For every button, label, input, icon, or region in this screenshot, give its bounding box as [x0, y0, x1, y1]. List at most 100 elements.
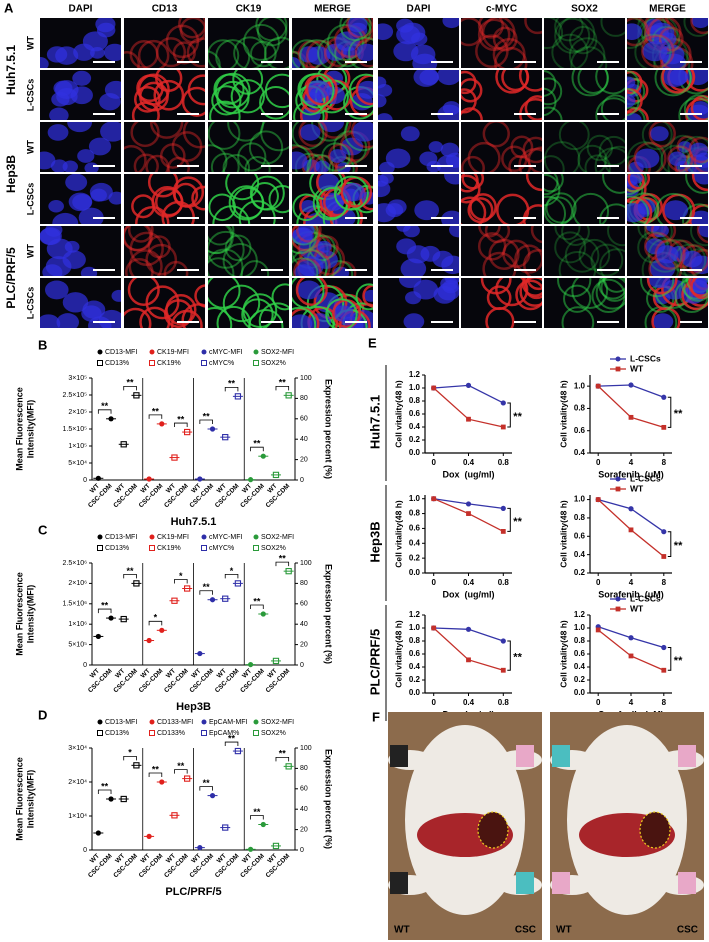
micrograph-content	[293, 70, 373, 120]
significance-bracket	[174, 422, 188, 428]
nucleus	[681, 250, 703, 268]
micrograph	[124, 174, 205, 224]
nucleus	[385, 148, 411, 169]
stain	[544, 141, 581, 172]
y-tick-label: 1.0	[409, 623, 421, 632]
stain	[331, 260, 357, 276]
stain	[655, 192, 693, 224]
significance-bracket	[667, 647, 672, 671]
significance-label: **	[674, 540, 683, 552]
nucleus	[378, 23, 394, 40]
micrograph	[292, 70, 373, 120]
stain	[627, 195, 650, 224]
micrograph	[124, 18, 205, 68]
legend-label: cMYC%	[209, 360, 234, 367]
stain	[308, 234, 336, 262]
nucleus	[662, 70, 688, 87]
x-tick-label: 0.8	[498, 578, 510, 587]
significance-label: **	[203, 778, 211, 788]
stain	[137, 73, 170, 106]
nucleus	[698, 226, 708, 238]
micrograph	[627, 18, 708, 68]
stain	[260, 122, 289, 152]
y-tick-label: 0.6	[409, 649, 421, 658]
y-axis-label: Cell vitality(48 h)	[558, 500, 568, 568]
stain	[215, 72, 251, 109]
y-tick-label: 1×10⁴	[68, 813, 87, 820]
stain	[242, 23, 280, 61]
significance-bracket	[174, 769, 188, 774]
panel-letter: D	[38, 707, 47, 722]
nucleus	[411, 32, 428, 46]
micrograph-background	[544, 122, 625, 172]
stain	[683, 18, 708, 37]
significance-label: **	[228, 733, 236, 743]
micrograph-content	[461, 18, 542, 68]
significance-label: **	[101, 600, 109, 610]
stain	[293, 257, 322, 276]
stain	[607, 226, 625, 247]
y-tick-label: 0.6	[574, 649, 586, 658]
stain	[627, 18, 650, 47]
stain	[350, 122, 373, 149]
y-axis-label: Cell vitality(48 h)	[558, 380, 568, 448]
legend-label: SOX2%	[261, 545, 286, 552]
stain	[127, 226, 154, 243]
significance-bracket	[97, 608, 112, 614]
stain	[646, 278, 678, 295]
significance-label: **	[203, 582, 211, 592]
stain	[145, 154, 170, 172]
stain	[523, 249, 542, 276]
stain	[208, 257, 235, 276]
stain	[233, 36, 267, 68]
legend-marker	[615, 486, 621, 492]
legend-marker	[201, 534, 207, 540]
stain	[461, 155, 485, 172]
micrograph	[544, 226, 625, 276]
stain	[315, 235, 339, 259]
stain	[681, 278, 708, 300]
stain	[240, 260, 270, 276]
y-tick-label: 1.0	[574, 381, 586, 390]
stain	[129, 40, 159, 68]
nucleus	[296, 280, 321, 300]
stain	[208, 122, 241, 150]
significance-label: **	[253, 807, 261, 817]
stain	[683, 278, 708, 302]
micrograph-background	[544, 226, 625, 276]
stain	[347, 18, 373, 44]
legend-marker	[253, 349, 259, 355]
stain	[687, 278, 708, 297]
stain	[264, 73, 289, 109]
legend-label: CD13%	[105, 360, 129, 367]
stain	[292, 122, 325, 150]
nucleus	[403, 313, 425, 328]
micrograph	[461, 18, 542, 68]
stain	[595, 97, 625, 120]
significance-label: **	[513, 516, 522, 528]
stain	[599, 248, 625, 276]
nucleus	[72, 194, 93, 211]
stain	[627, 155, 648, 172]
stain	[208, 193, 236, 222]
significance-bracket	[224, 741, 239, 747]
stain	[292, 193, 320, 222]
nucleus	[627, 94, 636, 108]
nucleus	[400, 126, 420, 142]
legend-marker	[149, 719, 155, 725]
legend-label: CD13-MFI	[105, 349, 137, 356]
x-axis-label: Sorafenib (uM)	[598, 589, 664, 599]
data-point	[431, 496, 437, 502]
stain	[477, 18, 504, 39]
y-tick-label: 0.2	[574, 675, 586, 684]
stain	[569, 25, 598, 55]
micrograph	[40, 278, 121, 328]
micrograph	[208, 226, 289, 276]
stain	[481, 18, 516, 50]
stain	[564, 238, 600, 273]
y-tick-label: 1.0	[574, 623, 586, 632]
data-point	[500, 505, 506, 511]
nucleus	[449, 226, 459, 238]
clip	[390, 872, 408, 894]
micrograph	[40, 226, 121, 276]
